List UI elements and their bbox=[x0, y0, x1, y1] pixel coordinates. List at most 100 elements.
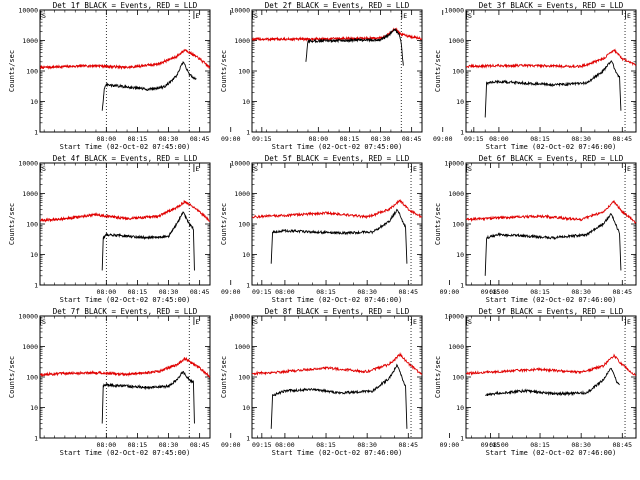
y-tick-label: 1 bbox=[34, 282, 38, 290]
events-series-line bbox=[270, 363, 408, 429]
y-tick-label: 1000 bbox=[448, 190, 464, 198]
events-series-line bbox=[484, 212, 622, 276]
x-axis-label: Start Time (02-Oct-02 07:46:00) bbox=[486, 449, 617, 457]
x-tick-label: 08:45 bbox=[190, 135, 210, 143]
x-axis-label: Start Time (02-Oct-02 07:46:00) bbox=[272, 449, 403, 457]
panel-title: Det 4f BLACK = Events, RED = LLD bbox=[53, 154, 198, 163]
x-tick-label: 09:00 bbox=[433, 135, 453, 143]
lld-series-line bbox=[251, 27, 423, 42]
y-axis-label: Counts/sec bbox=[434, 356, 442, 398]
y-axis-label: Counts/sec bbox=[434, 203, 442, 245]
x-tick-label: 08:15 bbox=[316, 441, 336, 449]
y-tick-label: 10000 bbox=[230, 160, 250, 168]
lld-series-line bbox=[465, 353, 637, 377]
x-axis-label: Start Time (02-Oct-02 07:45:00) bbox=[60, 296, 191, 304]
x-tick-label: 08:15 bbox=[316, 288, 336, 296]
x-tick-label: 08:15 bbox=[340, 135, 360, 143]
x-tick-label: 08:30 bbox=[571, 135, 591, 143]
panel-4: Det 4f BLACK = Events, RED = LLD 1 10 100 10… bbox=[8, 154, 272, 304]
plot-frame bbox=[39, 9, 211, 133]
y-tick-label: 10 bbox=[242, 404, 250, 412]
x-tick-label: 08:30 bbox=[159, 441, 179, 449]
panel-title: Det 9f BLACK = Events, RED = LLD bbox=[479, 307, 624, 316]
lld-series-line bbox=[251, 351, 423, 376]
y-tick-label: 1000 bbox=[22, 190, 38, 198]
events-series-line bbox=[101, 370, 195, 424]
panel-7: Det 7f BLACK = Events, RED = LLD11010010… bbox=[8, 307, 272, 457]
marker-e: E bbox=[627, 12, 631, 20]
y-axis-label: Counts/sec bbox=[8, 50, 16, 92]
y-axis-label: Counts/sec bbox=[220, 203, 228, 245]
lld-series-line bbox=[251, 198, 423, 220]
marker-e: E bbox=[627, 318, 631, 326]
y-tick-label: 1000 bbox=[22, 37, 38, 45]
y-tick-label: 1000 bbox=[448, 37, 464, 45]
marker-s: S bbox=[468, 12, 472, 20]
plot-frame bbox=[39, 315, 211, 439]
y-tick-label: 100 bbox=[452, 221, 464, 229]
x-axis-label: Start Time (02-Oct-02 07:45:00) bbox=[60, 143, 191, 151]
marker-e: E bbox=[195, 318, 199, 326]
x-tick-label: 08:30 bbox=[357, 441, 377, 449]
x-axis-label: Start Time (02-Oct-02 07:45:00) bbox=[60, 449, 191, 457]
y-tick-label: 1 bbox=[460, 129, 464, 137]
x-tick-label: 09:15 bbox=[481, 441, 501, 449]
x-tick-label: 08:00 bbox=[97, 288, 117, 296]
x-tick-label: 08:45 bbox=[402, 135, 422, 143]
x-tick-label: 08:45 bbox=[613, 441, 633, 449]
y-tick-label: 10 bbox=[242, 251, 250, 259]
y-tick-label: 10000 bbox=[18, 160, 38, 168]
y-tick-label: 10000 bbox=[18, 313, 38, 321]
panel-1: Det 1f BLACK = Events, RED = LLD11010010… bbox=[8, 1, 272, 151]
y-tick-label: 100 bbox=[238, 221, 250, 229]
lld-series-line bbox=[465, 199, 637, 224]
panel-title: Det 8f BLACK = Events, RED = LLD bbox=[265, 307, 410, 316]
marker-s: S bbox=[42, 318, 46, 326]
marker-e: E bbox=[627, 165, 631, 173]
y-tick-label: 1 bbox=[34, 435, 38, 443]
x-tick-label: 09:15 bbox=[252, 135, 272, 143]
y-tick-label: 1000 bbox=[234, 343, 250, 351]
plot-frame bbox=[465, 9, 637, 133]
y-tick-label: 100 bbox=[452, 374, 464, 382]
y-axis-label: Counts/sec bbox=[220, 356, 228, 398]
y-tick-label: 10000 bbox=[230, 313, 250, 321]
events-series-line bbox=[484, 60, 622, 118]
x-axis-label: Start Time (02-Oct-02 07:46:00) bbox=[486, 143, 617, 151]
x-tick-label: 08:15 bbox=[128, 441, 148, 449]
y-tick-label: 1000 bbox=[234, 190, 250, 198]
x-tick-label: 08:30 bbox=[371, 135, 391, 143]
y-tick-label: 1 bbox=[246, 435, 250, 443]
x-tick-label: 08:45 bbox=[399, 288, 419, 296]
y-tick-label: 10000 bbox=[18, 7, 38, 15]
x-tick-label: 09:00 bbox=[221, 135, 241, 143]
panel-9: Det 9f BLACK = Events, RED = LLD 1 10 100 10… bbox=[434, 307, 637, 457]
y-tick-label: 1000 bbox=[234, 37, 250, 45]
marker-s: S bbox=[254, 12, 258, 20]
x-tick-label: 08:15 bbox=[128, 135, 148, 143]
x-tick-label: 08:30 bbox=[571, 441, 591, 449]
x-tick-label: 09:15 bbox=[252, 441, 272, 449]
y-tick-label: 10 bbox=[456, 251, 464, 259]
x-tick-label: 09:00 bbox=[221, 441, 241, 449]
events-series-line bbox=[101, 61, 197, 111]
plot-frame bbox=[465, 315, 637, 439]
events-series-line bbox=[305, 28, 404, 66]
x-tick-label: 08:00 bbox=[275, 441, 295, 449]
x-tick-label: 09:00 bbox=[440, 288, 460, 296]
y-tick-label: 10000 bbox=[444, 7, 464, 15]
x-tick-label: 09:00 bbox=[221, 288, 241, 296]
y-tick-label: 1 bbox=[34, 129, 38, 137]
marker-s: S bbox=[254, 318, 258, 326]
x-tick-label: 09:15 bbox=[464, 135, 484, 143]
marker-s: S bbox=[42, 165, 46, 173]
x-tick-label: 08:45 bbox=[399, 441, 419, 449]
y-tick-label: 1 bbox=[246, 129, 250, 137]
x-tick-label: 08:15 bbox=[530, 288, 550, 296]
x-tick-label: 08:30 bbox=[571, 288, 591, 296]
y-tick-label: 1000 bbox=[448, 343, 464, 351]
plot-frame bbox=[39, 162, 211, 286]
x-tick-label: 09:15 bbox=[252, 288, 272, 296]
panel-title: Det 6f BLACK = Events, RED = LLD bbox=[479, 154, 624, 163]
plot-frame bbox=[465, 162, 637, 286]
